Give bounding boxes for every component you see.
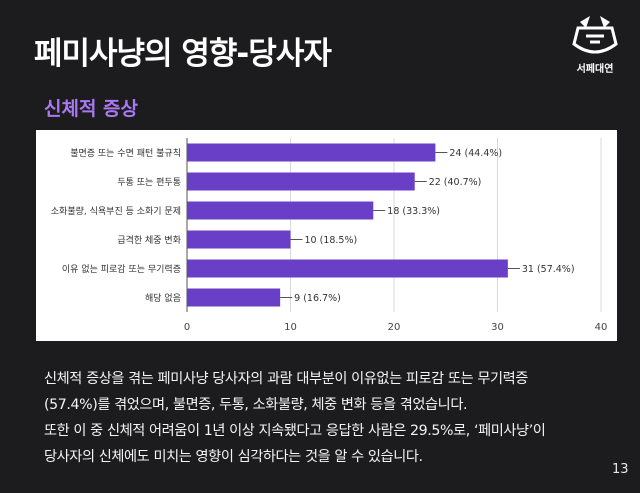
x-tick-label: 0 <box>184 322 190 333</box>
bar <box>187 172 415 191</box>
bar <box>187 230 291 249</box>
data-label: 18 (33.3%) <box>387 206 440 217</box>
logo-text: 서페대연 <box>576 64 614 75</box>
category-label: 해당 없음 <box>145 293 181 304</box>
bar-chart: 0 10 20 30 40 불면증 또는 수면 패턴 불규칙 24 (44.4%) 두통 또는… <box>51 138 608 333</box>
description-line: 당사자의 신체에도 미치는 영향이 심각하다는 것을 알 수 있습니다. <box>44 449 423 465</box>
data-label: 22 (40.7%) <box>429 177 482 188</box>
logo: 서페대연 <box>566 14 624 76</box>
bar-chart-panel: 0 10 20 30 40 불면증 또는 수면 패턴 불규칙 24 (44.4%) 두통 또는… <box>36 130 617 341</box>
section-subtitle: 신체적 증상 <box>44 98 139 120</box>
description-line: 신체적 증상을 겪는 페미사냥 당사자의 과람 대부분이 이유없는 피로감 또는… <box>44 371 528 387</box>
category-label: 불면증 또는 수면 패턴 불규칙 <box>70 148 181 159</box>
bar <box>187 201 374 220</box>
category-label: 소화불량, 식욕부진 등 소화기 문제 <box>51 205 181 217</box>
x-tick-label: 30 <box>491 322 504 333</box>
x-tick-label: 20 <box>388 322 401 333</box>
bar <box>187 288 281 307</box>
x-tick-label: 10 <box>284 322 297 333</box>
cat-paw-logo-icon <box>572 16 618 54</box>
description-line: (57.4%)를 겪었으며, 불면증, 두통, 소화불량, 체중 변화 등을 겪… <box>44 397 468 413</box>
data-label: 10 (18.5%) <box>305 235 358 246</box>
page-title: 페미사냥의 영향-당사자 <box>34 36 332 72</box>
data-label: 24 (44.4%) <box>449 148 502 159</box>
description: 신체적 증상을 겪는 페미사냥 당사자의 과람 대부분이 이유없는 피로감 또는… <box>44 366 629 470</box>
page-number: 13 <box>612 462 629 477</box>
data-label: 31 (57.4%) <box>522 264 575 275</box>
bar <box>187 259 508 278</box>
category-label: 급격한 체중 변화 <box>117 234 181 246</box>
data-label: 9 (16.7%) <box>294 293 341 304</box>
description-line: 또한 이 중 신체적 어려움이 1년 이상 지속됐다고 응답한 사람은 29.5… <box>44 423 546 439</box>
x-tick-label: 40 <box>595 322 608 333</box>
bar <box>187 143 436 162</box>
category-label: 두통 또는 편두통 <box>117 176 181 188</box>
category-label: 이유 없는 피로감 또는 무기력증 <box>62 263 181 275</box>
